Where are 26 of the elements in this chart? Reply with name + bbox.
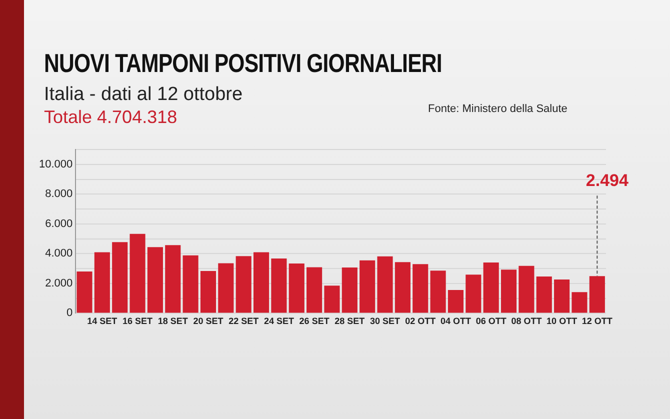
x-tick-label: 24 SET bbox=[264, 316, 294, 326]
x-tick-label: 28 SET bbox=[334, 316, 366, 326]
source-note: Fonte: Ministero della Salute bbox=[428, 103, 568, 115]
x-tick-label: 12 OTT bbox=[582, 316, 613, 326]
y-tick-label: 10.000 bbox=[38, 158, 73, 171]
y-tick-label: 8.000 bbox=[45, 188, 73, 200]
chart-subtitle: Italia - dati al 12 ottobre bbox=[44, 84, 243, 106]
x-tick-label: 16 SET bbox=[122, 316, 154, 326]
x-tick-label: 18 SET bbox=[158, 316, 188, 326]
x-tick-label: 14 SET bbox=[87, 316, 118, 326]
x-tick-label: 10 OTT bbox=[546, 316, 578, 326]
x-tick-label: 08 OTT bbox=[511, 316, 542, 326]
y-tick-label: 6.000 bbox=[45, 218, 73, 230]
x-tick-label: 20 SET bbox=[193, 316, 224, 326]
y-tick-label: 4.000 bbox=[45, 248, 73, 260]
y-tick-label: 2.000 bbox=[45, 277, 73, 290]
annotation: 2.494 bbox=[586, 170, 629, 190]
y-tick-label: 0 bbox=[66, 307, 73, 320]
x-tick-label: 30 SET bbox=[370, 316, 401, 326]
x-tick-label: 02 OTT bbox=[405, 316, 436, 326]
chart-title: NUOVI TAMPONI POSITIVI GIORNALIERI bbox=[44, 48, 442, 79]
x-tick-label: 06 OTT bbox=[476, 316, 507, 326]
x-tick-label: 04 OTT bbox=[440, 316, 472, 326]
text: Totale 4.704.318 bbox=[44, 107, 178, 128]
x-tick-label: 26 SET bbox=[299, 316, 330, 326]
x-tick-label: 22 SET bbox=[228, 316, 260, 326]
